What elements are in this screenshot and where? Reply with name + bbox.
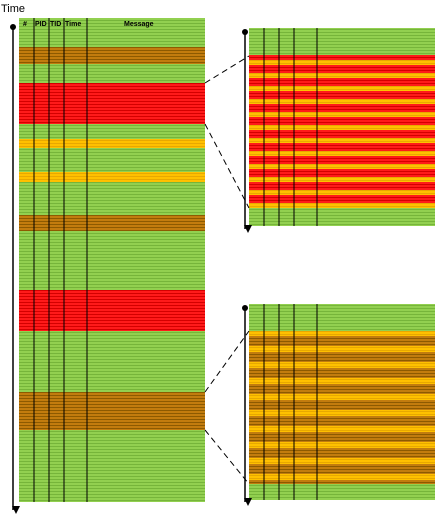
column-header: # <box>23 21 27 28</box>
zoom-top <box>249 28 435 226</box>
zoom-guides <box>204 55 250 485</box>
column-header: Time <box>65 21 81 28</box>
axis-label: Time <box>1 3 25 15</box>
column-header: Message <box>124 21 154 28</box>
zoom-bottom <box>249 304 435 500</box>
column-header: PID <box>35 21 47 28</box>
column-header: TID <box>50 21 61 28</box>
log-panel: # PID TID Time Message <box>19 18 205 502</box>
